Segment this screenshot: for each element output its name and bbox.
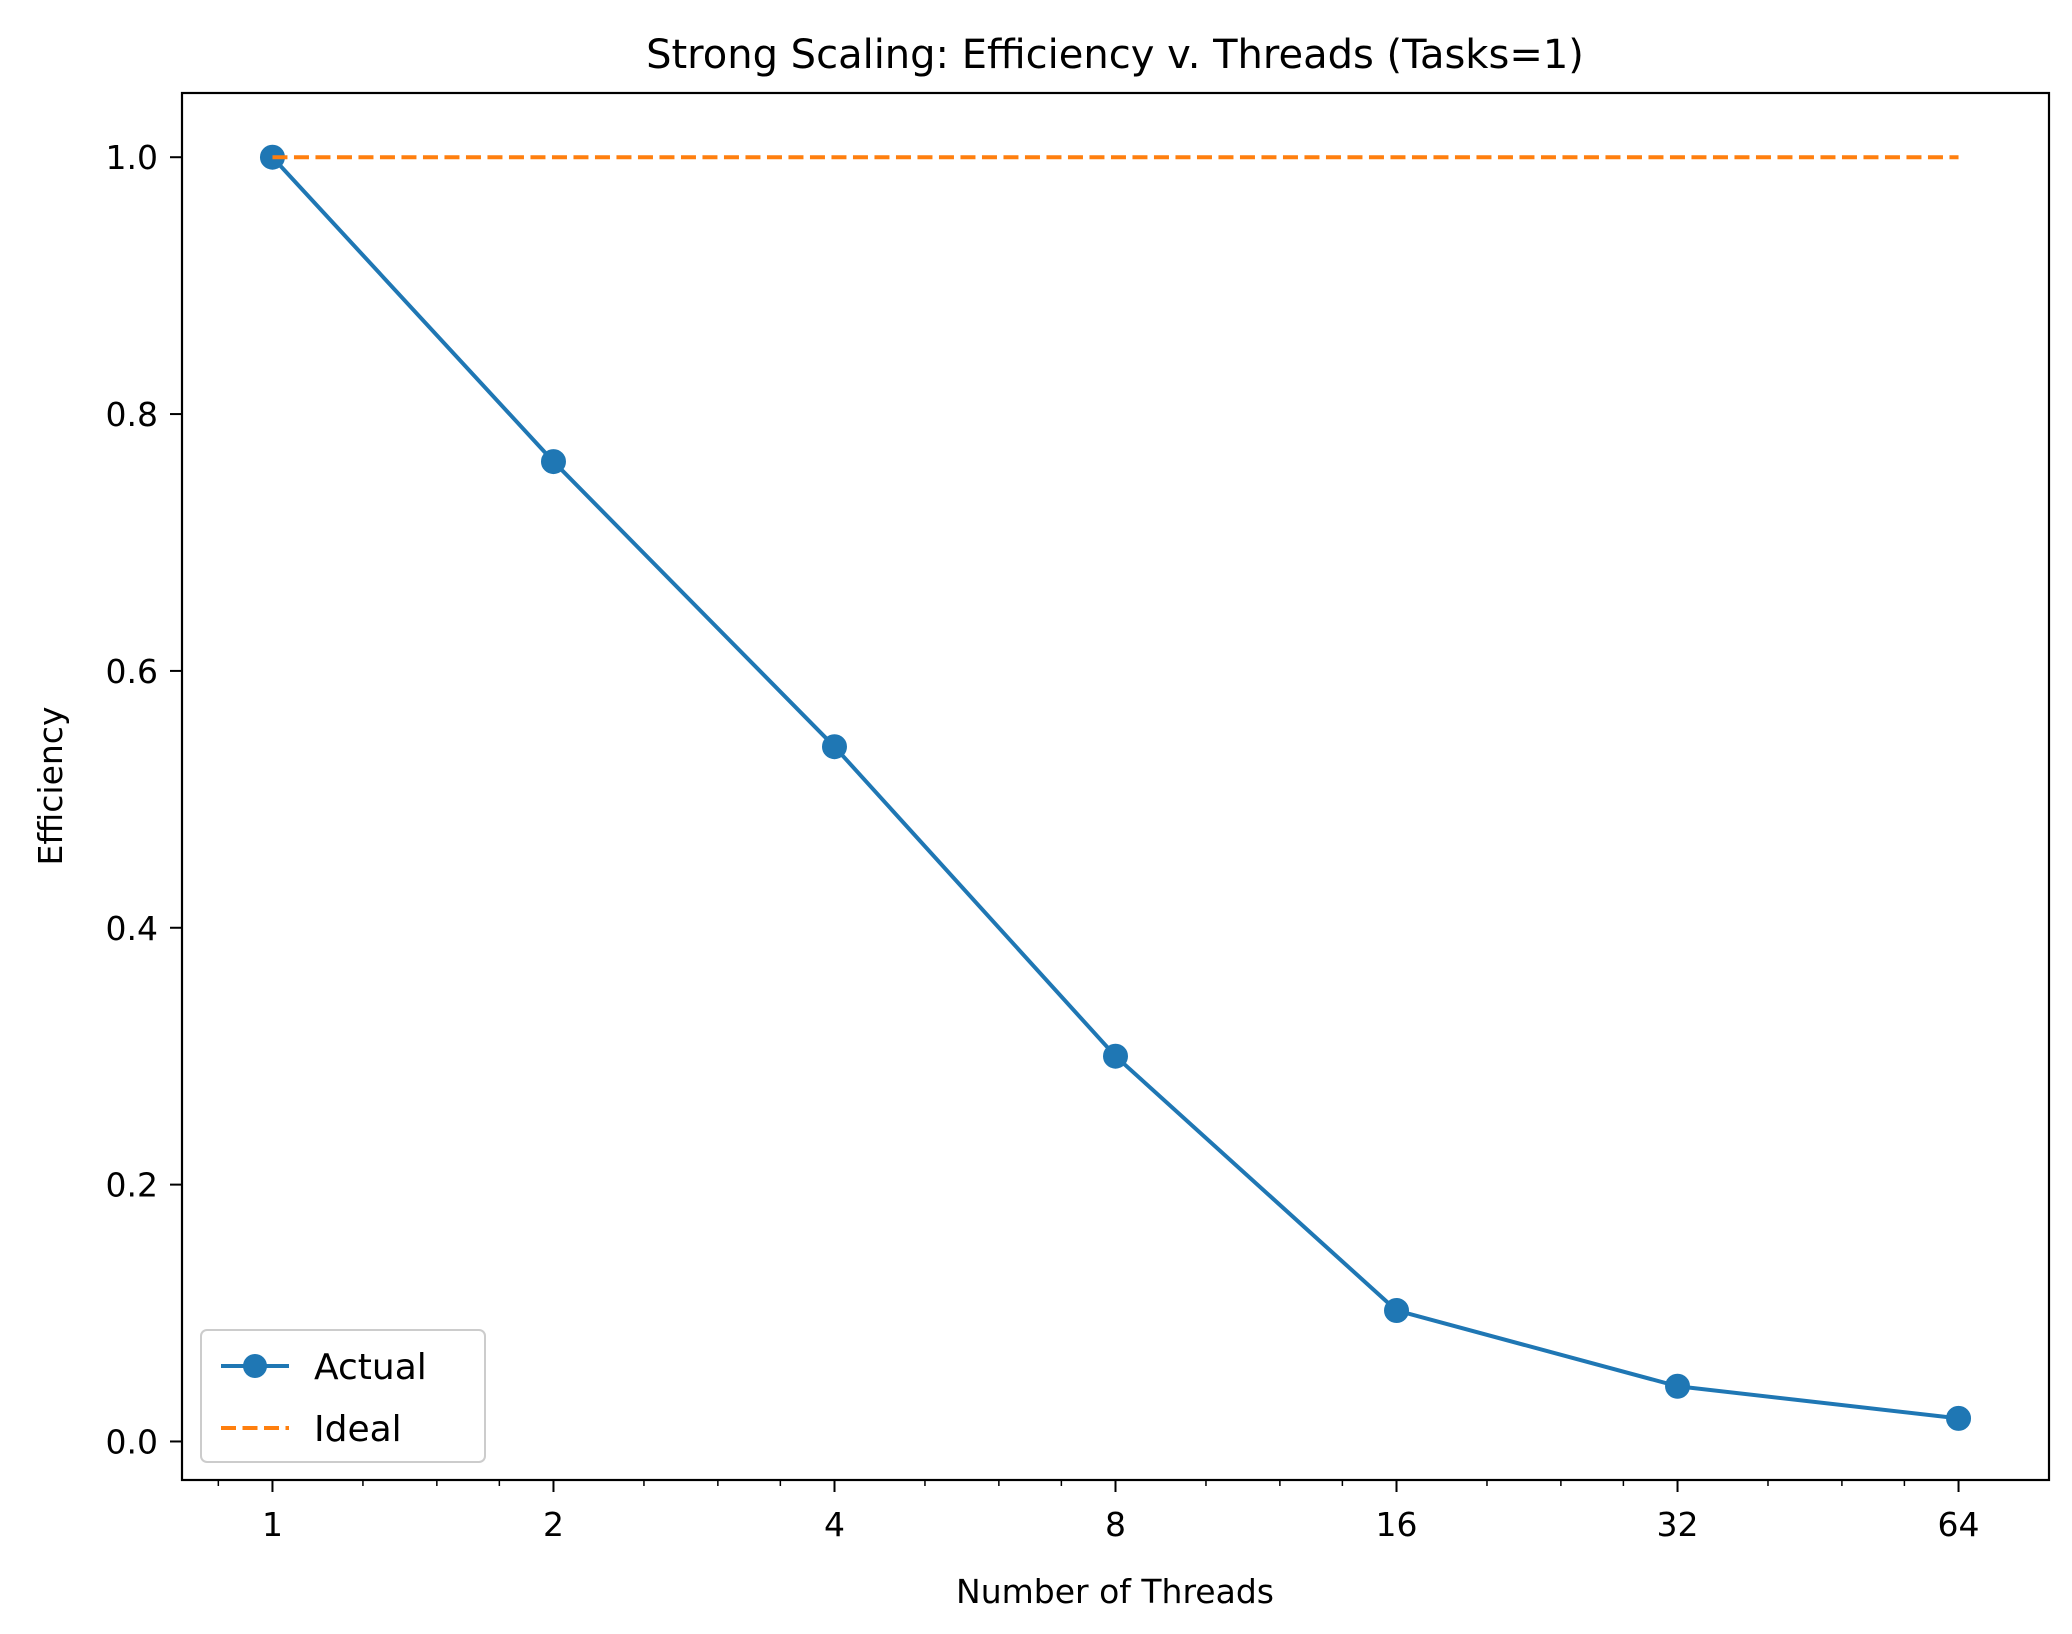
data-point-actual-4 [821, 734, 847, 760]
data-point-actual-64 [1946, 1405, 1972, 1431]
x-tick-label-1: 1 [262, 1505, 283, 1544]
x-tick-label-2: 2 [543, 1505, 564, 1544]
data-point-actual-2 [540, 449, 566, 475]
x-axis-title: Number of Threads [956, 1572, 1274, 1611]
chart-title: Strong Scaling: Efficiency v. Threads (T… [646, 32, 1584, 78]
y-tick-label-0.8: 0.8 [106, 395, 158, 434]
plot-frame [180, 91, 2051, 1482]
y-tick-label-0.0: 0.0 [106, 1422, 158, 1461]
plot-area: 1 2 4 8 16 32 64 0.0 0.2 0.4 0.6 0.8 1.0 [106, 138, 1980, 1544]
legend-label-ideal: Ideal [314, 1409, 402, 1450]
x-tick-label-64: 64 [1938, 1505, 1980, 1544]
y-tick-label-0.2: 0.2 [106, 1166, 158, 1205]
data-point-actual-16 [1384, 1297, 1410, 1323]
x-tick-label-4: 4 [824, 1505, 845, 1544]
y-axis-title: Efficiency [31, 707, 70, 866]
x-tick-label-16: 16 [1376, 1505, 1418, 1544]
legend-label-actual: Actual [314, 1347, 427, 1388]
data-point-actual-8 [1103, 1043, 1128, 1069]
y-tick-label-1.0: 1.0 [106, 138, 158, 177]
x-tick-label-8: 8 [1105, 1505, 1126, 1544]
y-tick-label-0.6: 0.6 [106, 652, 158, 691]
data-point-actual-32 [1665, 1373, 1691, 1399]
legend: Actual Ideal [200, 1329, 486, 1463]
legend-marker-actual [243, 1354, 267, 1378]
x-tick-label-32: 32 [1657, 1505, 1699, 1544]
y-tick-label-0.4: 0.4 [106, 909, 158, 948]
